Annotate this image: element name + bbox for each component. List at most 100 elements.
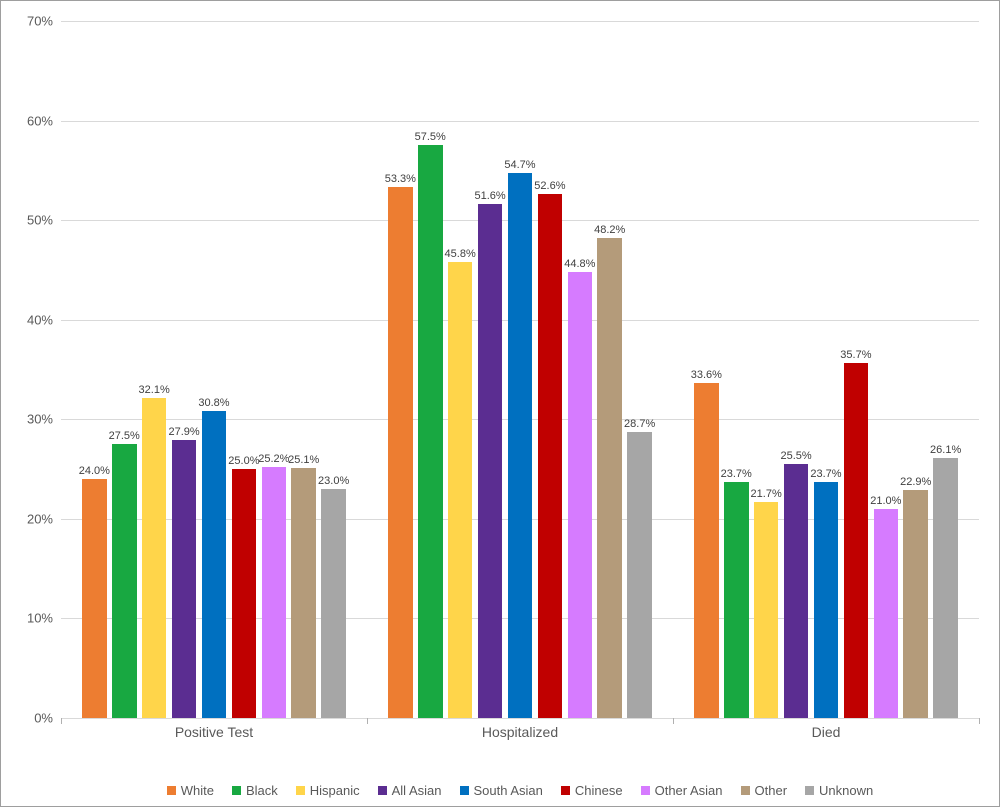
bar: 21.7% xyxy=(754,502,779,718)
legend-label: South Asian xyxy=(474,783,543,798)
legend: White Black Hispanic All Asian South Asian Ch… xyxy=(61,783,979,798)
x-tick xyxy=(979,718,980,724)
y-tick-label: 10% xyxy=(27,611,61,626)
legend-item: Black xyxy=(232,783,278,798)
bar-value-label: 45.8% xyxy=(445,248,476,262)
legend-swatch xyxy=(460,786,469,795)
bar-value-label: 28.7% xyxy=(624,418,655,432)
legend-label: Other xyxy=(755,783,788,798)
bar: 21.0% xyxy=(874,509,899,718)
legend-label: Other Asian xyxy=(655,783,723,798)
bar: 23.0% xyxy=(321,489,346,718)
legend-swatch xyxy=(805,786,814,795)
legend-swatch xyxy=(561,786,570,795)
bar: 27.5% xyxy=(112,444,137,718)
group-label: Died xyxy=(691,718,960,740)
legend-item: Chinese xyxy=(561,783,623,798)
legend-label: All Asian xyxy=(392,783,442,798)
bar: 22.9% xyxy=(903,490,928,718)
legend-item: Other Asian xyxy=(641,783,723,798)
bar-group: Hospitalized53.3%57.5%45.8%51.6%54.7%52.… xyxy=(385,21,654,718)
y-tick-label: 50% xyxy=(27,213,61,228)
legend-swatch xyxy=(641,786,650,795)
bar-value-label: 52.6% xyxy=(534,180,565,194)
bar: 57.5% xyxy=(418,145,443,718)
legend-item: Hispanic xyxy=(296,783,360,798)
bar-value-label: 23.0% xyxy=(318,475,349,489)
legend-item: South Asian xyxy=(460,783,543,798)
x-tick xyxy=(367,718,368,724)
legend-swatch xyxy=(296,786,305,795)
chart-container: 0%10%20%30%40%50%60%70%Positive Test24.0… xyxy=(0,0,1000,807)
bar: 35.7% xyxy=(844,363,869,718)
legend-label: Chinese xyxy=(575,783,623,798)
bar: 54.7% xyxy=(508,173,533,718)
legend-label: Hispanic xyxy=(310,783,360,798)
bar: 24.0% xyxy=(82,479,107,718)
bar: 26.1% xyxy=(933,458,958,718)
bar-group: Died33.6%23.7%21.7%25.5%23.7%35.7%21.0%2… xyxy=(691,21,960,718)
bar: 25.2% xyxy=(262,467,287,718)
bar-value-label: 22.9% xyxy=(900,476,931,490)
bar-value-label: 32.1% xyxy=(139,384,170,398)
bar-value-label: 21.7% xyxy=(751,488,782,502)
bar: 25.1% xyxy=(291,468,316,718)
bar: 23.7% xyxy=(724,482,749,718)
bar-value-label: 57.5% xyxy=(415,131,446,145)
legend-item: All Asian xyxy=(378,783,442,798)
legend-label: Black xyxy=(246,783,278,798)
bar: 30.8% xyxy=(202,411,227,718)
bar-value-label: 23.7% xyxy=(810,468,841,482)
legend-item: White xyxy=(167,783,214,798)
legend-item: Unknown xyxy=(805,783,873,798)
bar: 53.3% xyxy=(388,187,413,718)
bar-value-label: 48.2% xyxy=(594,224,625,238)
legend-label: White xyxy=(181,783,214,798)
group-label: Positive Test xyxy=(79,718,348,740)
group-label: Hospitalized xyxy=(385,718,654,740)
y-tick-label: 20% xyxy=(27,511,61,526)
legend-swatch xyxy=(741,786,750,795)
bar: 51.6% xyxy=(478,204,503,718)
legend-label: Unknown xyxy=(819,783,873,798)
x-tick xyxy=(673,718,674,724)
x-tick xyxy=(61,718,62,724)
y-tick-label: 0% xyxy=(34,711,61,726)
bar-value-label: 30.8% xyxy=(198,397,229,411)
bar-value-label: 44.8% xyxy=(564,258,595,272)
bar-value-label: 27.9% xyxy=(168,426,199,440)
bar-value-label: 25.0% xyxy=(228,455,259,469)
legend-swatch xyxy=(232,786,241,795)
bar-value-label: 25.2% xyxy=(258,453,289,467)
bar-value-label: 25.5% xyxy=(780,450,811,464)
bar-group: Positive Test24.0%27.5%32.1%27.9%30.8%25… xyxy=(79,21,348,718)
legend-swatch xyxy=(167,786,176,795)
bar-value-label: 25.1% xyxy=(288,454,319,468)
bar-value-label: 21.0% xyxy=(870,495,901,509)
bar: 32.1% xyxy=(142,398,167,718)
bar: 28.7% xyxy=(627,432,652,718)
bar: 23.7% xyxy=(814,482,839,718)
bar: 25.0% xyxy=(232,469,257,718)
bar-value-label: 35.7% xyxy=(840,349,871,363)
bar-value-label: 24.0% xyxy=(79,465,110,479)
bar-value-label: 27.5% xyxy=(109,430,140,444)
plot-area: 0%10%20%30%40%50%60%70%Positive Test24.0… xyxy=(61,21,979,719)
bar: 33.6% xyxy=(694,383,719,718)
bar: 27.9% xyxy=(172,440,197,718)
y-tick-label: 70% xyxy=(27,14,61,29)
legend-swatch xyxy=(378,786,387,795)
y-tick-label: 40% xyxy=(27,312,61,327)
y-tick-label: 30% xyxy=(27,412,61,427)
bar-value-label: 26.1% xyxy=(930,444,961,458)
bar: 48.2% xyxy=(597,238,622,718)
bar: 44.8% xyxy=(568,272,593,718)
bar-value-label: 54.7% xyxy=(504,159,535,173)
y-tick-label: 60% xyxy=(27,113,61,128)
bar-value-label: 53.3% xyxy=(385,173,416,187)
bar: 25.5% xyxy=(784,464,809,718)
bar-value-label: 33.6% xyxy=(691,369,722,383)
bar-value-label: 51.6% xyxy=(474,190,505,204)
legend-item: Other xyxy=(741,783,788,798)
bar: 45.8% xyxy=(448,262,473,718)
